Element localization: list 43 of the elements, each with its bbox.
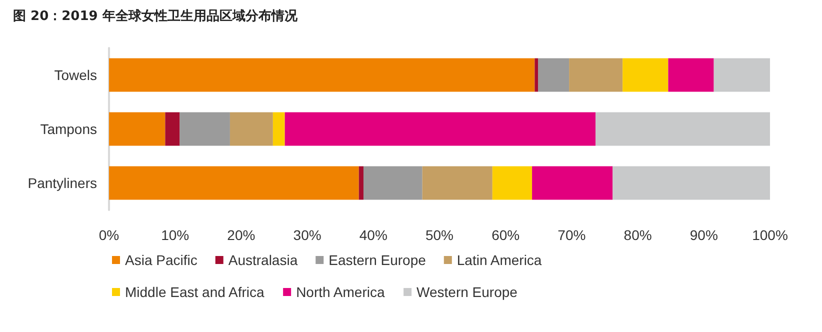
x-tick-label: 0% (98, 227, 120, 243)
x-tick-label: 40% (359, 227, 388, 243)
bar (622, 58, 668, 92)
y-tick-label: Towels (54, 67, 97, 83)
x-tick-label: 30% (293, 227, 322, 243)
x-tick-label: 60% (492, 227, 520, 243)
legend-label: North America (296, 284, 385, 300)
x-tick-label: 50% (425, 227, 454, 243)
bar (532, 166, 613, 200)
bar (180, 112, 230, 146)
x-tick-label: 80% (624, 227, 652, 243)
x-tick-label: 20% (227, 227, 256, 243)
legend-label: Latin America (456, 252, 542, 268)
bar (595, 112, 770, 146)
bar (109, 112, 166, 146)
legend-label: Asia Pacific (125, 252, 198, 268)
legend-label: Western Europe (416, 284, 518, 300)
bar (534, 58, 538, 92)
bar (569, 58, 623, 92)
x-tick-label: 10% (161, 227, 190, 243)
bar (538, 58, 570, 92)
x-tick-label: 100% (752, 227, 788, 243)
x-tick-label: 90% (690, 227, 718, 243)
bar (358, 166, 364, 200)
chart-title: 图 20：2019 年全球女性卫生用品区域分布情况 (13, 8, 298, 24)
bar (612, 166, 770, 200)
y-tick-label: Pantyliners (28, 175, 97, 191)
bar (714, 58, 770, 92)
bar (492, 166, 532, 200)
bar (284, 112, 596, 146)
bar (422, 166, 492, 200)
bar (165, 112, 180, 146)
bar (668, 58, 714, 92)
bar (109, 58, 535, 92)
x-tick-label: 70% (558, 227, 586, 243)
bar (272, 112, 285, 146)
bar (230, 112, 273, 146)
legend-label: Eastern Europe (328, 252, 426, 268)
bar (363, 166, 422, 200)
legend-label: Middle East and Africa (125, 284, 265, 300)
y-tick-label: Tampons (40, 121, 97, 137)
bar (109, 166, 359, 200)
legend-label: Australasia (228, 252, 298, 268)
